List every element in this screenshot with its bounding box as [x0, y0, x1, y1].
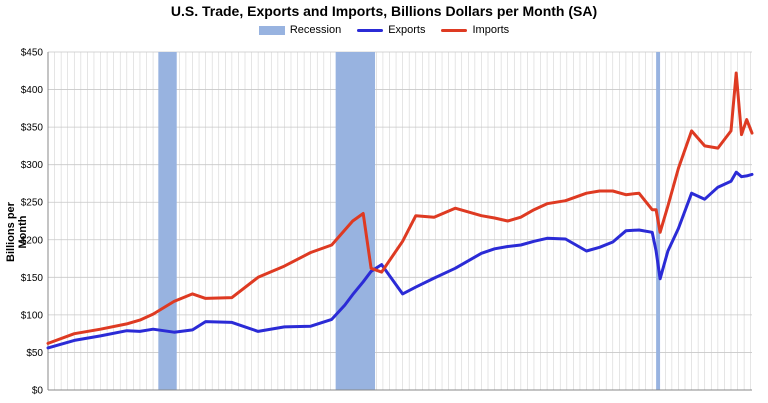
legend-item-imports: Imports: [441, 24, 509, 36]
y-tick-label: $250: [21, 198, 44, 209]
y-tick-label: $100: [21, 310, 44, 321]
legend-label-imports: Imports: [472, 24, 510, 36]
y-tick-label: $200: [21, 235, 44, 246]
legend-label-recession: Recession: [289, 24, 342, 36]
y-tick-label: $350: [21, 123, 44, 134]
legend-swatch-exports: [357, 28, 384, 32]
legend-item-exports: Exports: [357, 24, 425, 36]
recession-band: [158, 52, 177, 390]
legend-label-exports: Exports: [388, 24, 426, 36]
y-tick-label: $0: [32, 386, 44, 397]
series-line-imports: [46, 71, 754, 345]
legend: Recession Exports Imports: [0, 24, 768, 36]
legend-item-recession: Recession: [258, 24, 342, 36]
y-tick-label: $450: [21, 48, 44, 59]
y-tick-label: $50: [26, 348, 43, 359]
chart-title: U.S. Trade, Exports and Imports, Billion…: [170, 3, 598, 19]
y-tick-label: $400: [21, 85, 44, 96]
recession-band: [335, 52, 376, 390]
y-tick-label: $300: [21, 160, 44, 171]
series-line-exports: [46, 170, 754, 350]
plot-area: [48, 52, 752, 390]
legend-swatch-recession: [258, 25, 285, 35]
legend-swatch-imports: [441, 28, 468, 32]
y-tick-label: $150: [21, 273, 44, 284]
